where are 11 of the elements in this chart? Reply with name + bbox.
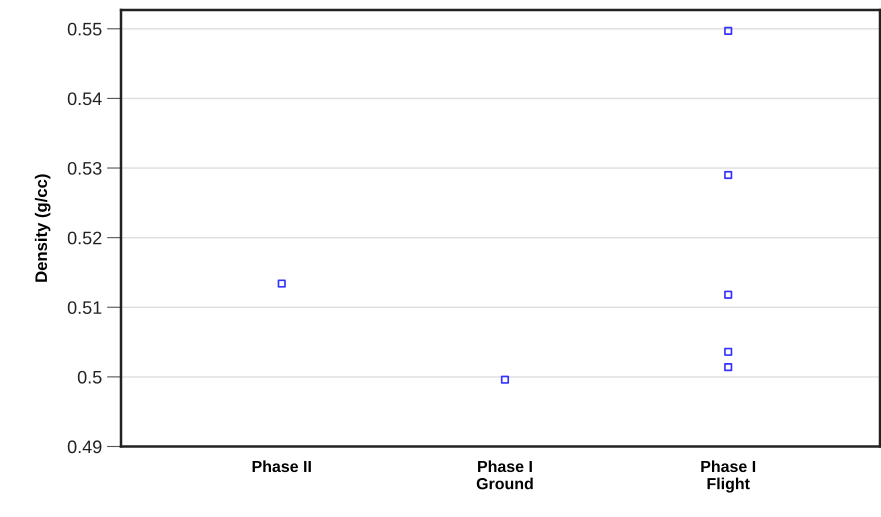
y-tick-label: 0.53 bbox=[68, 162, 102, 175]
y-tick-label: 0.54 bbox=[68, 92, 102, 106]
y-tick-label: 0.52 bbox=[68, 232, 102, 244]
y-tick-label: 0.49 bbox=[68, 440, 102, 454]
x-tick-label: Phase II bbox=[252, 460, 311, 472]
y-tick-label: 0.55 bbox=[68, 22, 102, 36]
y-tick-label: 0.51 bbox=[68, 301, 102, 314]
y-axis-title: Density (g/cc) bbox=[34, 174, 50, 282]
y-tick-label: 0.5 bbox=[78, 370, 102, 384]
x-tick-label: Phase I Flight bbox=[701, 460, 756, 493]
x-tick-label: Phase I Ground bbox=[476, 460, 533, 490]
